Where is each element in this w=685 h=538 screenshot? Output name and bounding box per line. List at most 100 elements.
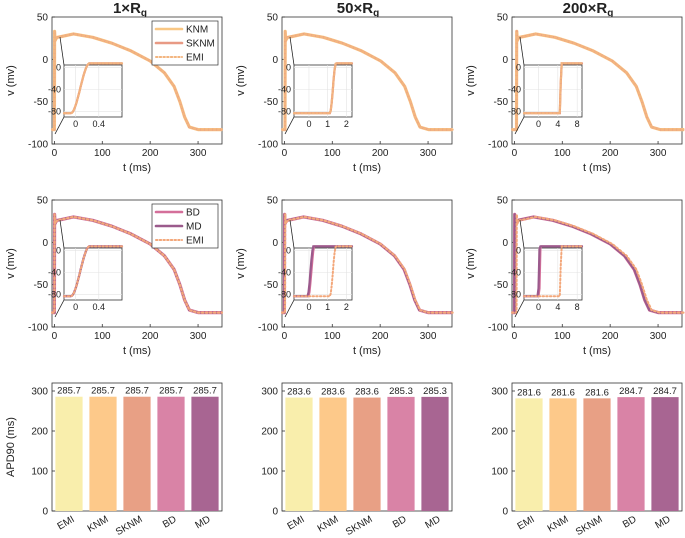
bar-bd xyxy=(617,397,645,511)
y-tick-label: 50 xyxy=(37,196,49,207)
x-category-label: BD xyxy=(161,514,179,530)
x-tick-label: 0 xyxy=(512,331,518,342)
bar-value-label: 281.6 xyxy=(585,387,609,398)
inset-connector xyxy=(59,36,65,66)
inset-area xyxy=(523,247,583,301)
inset-x-tick-label: 0 xyxy=(306,119,311,129)
bar-value-label: 283.6 xyxy=(355,387,379,398)
x-tick-label: 300 xyxy=(190,148,207,159)
x-axis-label: t (ms) xyxy=(123,162,151,174)
y-tick-label: -50 xyxy=(264,280,279,291)
inset-trace-emi xyxy=(63,62,123,115)
x-axis-label: t (ms) xyxy=(123,345,151,357)
x-axis-label: t (ms) xyxy=(353,345,381,357)
x-tick-label: 200 xyxy=(602,148,619,159)
y-tick-label: -100 xyxy=(258,140,278,151)
inset-connector xyxy=(54,299,65,318)
x-tick-label: 200 xyxy=(142,331,159,342)
y-tick-label: 50 xyxy=(497,196,509,207)
inset-x-tick-label: 0.4 xyxy=(93,119,106,129)
y-axis-label: v (mv) xyxy=(235,248,247,279)
x-category-label: KNM xyxy=(86,514,111,535)
x-tick-label: 0 xyxy=(52,331,58,342)
bar-value-label: 284.7 xyxy=(619,386,643,397)
inset-area xyxy=(63,247,123,301)
inset-y-tick-label: 0 xyxy=(516,246,521,256)
y-tick-label: 200 xyxy=(261,427,278,438)
bar-value-label: 283.6 xyxy=(321,387,345,398)
inset-connector xyxy=(519,219,525,249)
inset-connector xyxy=(54,116,65,135)
inset-x-tick-label: 8 xyxy=(575,302,580,312)
y-tick-label: 300 xyxy=(31,387,48,398)
bar-value-label: 285.7 xyxy=(159,386,183,397)
line-panel-row2-col1: -100 -50 0 50 0 100 200 300 t (ms) v (mv) 0 0.4 -80 -… xyxy=(5,196,224,357)
inset-x-tick-label: 0 xyxy=(306,302,311,312)
bar-value-label: 285.7 xyxy=(193,386,217,397)
inset-y-tick-label: -80 xyxy=(508,107,521,117)
bar-panel-row3-col1: 0 100 200 300 APD90 (ms) 285.7 EMI 285.7 KNM 285.… xyxy=(5,382,223,538)
inset-connector xyxy=(59,219,65,249)
inset-x-tick-label: 0 xyxy=(536,302,541,312)
inset-connector xyxy=(519,36,525,66)
x-tick-label: 300 xyxy=(650,331,667,342)
inset-x-tick-label: 2 xyxy=(344,119,349,129)
line-panel-row2-col2: -100 -50 0 50 0 100 200 300 t (ms) v (mv) 0 1 2 -80 -4… xyxy=(235,196,454,357)
inset-x-tick-label: 0 xyxy=(73,302,78,312)
y-tick-label: -100 xyxy=(28,323,48,334)
inset-x-tick-label: 1 xyxy=(325,119,330,129)
y-tick-label: -100 xyxy=(28,140,48,151)
x-tick-label: 200 xyxy=(142,148,159,159)
bar-bd xyxy=(157,396,185,511)
bar-panel-row3-col2: 0 100 200 300 283.6 EMI 283.6 KNM 283.6 SKNM 285.3… xyxy=(261,382,453,538)
bar-emi xyxy=(285,397,313,511)
inset-x-tick-label: 4 xyxy=(555,302,560,312)
inset-area xyxy=(523,64,583,118)
column-title-1: 1×Rg xyxy=(113,0,147,19)
bar-value-label: 284.7 xyxy=(653,386,677,397)
y-tick-label: 0 xyxy=(272,238,278,249)
trace-emi xyxy=(280,213,454,314)
inset-trace-emi xyxy=(523,62,583,115)
y-tick-label: 100 xyxy=(491,467,508,478)
legend-label-bd: BD xyxy=(186,208,200,219)
y-tick-label: 0 xyxy=(502,55,508,66)
inset-y-tick-label: -40 xyxy=(278,85,291,95)
x-category-label: KNM xyxy=(546,514,571,535)
y-tick-label: -50 xyxy=(264,97,279,108)
x-tick-label: 0 xyxy=(52,148,58,159)
line-panel-row1-col2: -100 -50 0 50 0 100 200 300 t (ms) v (mv) 0 1 2 -80 -4… xyxy=(235,13,454,174)
inset-connector xyxy=(284,116,295,135)
x-category-label: BD xyxy=(621,514,639,530)
x-category-label: EMI xyxy=(56,514,77,532)
trace-emi xyxy=(510,30,685,131)
bar-sknm xyxy=(123,396,151,511)
bar-knm xyxy=(549,398,577,511)
bar-value-label: 281.6 xyxy=(517,387,541,398)
bar-panel-row3-col3: 0 100 200 300 281.6 EMI 281.6 KNM 281.6 SKNM 284.7… xyxy=(491,382,683,538)
inset-x-tick-label: 0.4 xyxy=(93,302,106,312)
line-panel-row1-col3: -100 -50 0 50 0 100 200 300 t (ms) v (mv) 0 4 8 -80 -4… xyxy=(465,13,685,174)
y-tick-label: -50 xyxy=(494,280,509,291)
x-tick-label: 300 xyxy=(420,331,437,342)
y-tick-label: 0 xyxy=(42,238,48,249)
x-tick-label: 100 xyxy=(554,331,571,342)
inset-trace-emi xyxy=(523,245,583,298)
bar-value-label: 285.7 xyxy=(91,386,115,397)
x-axis-label: t (ms) xyxy=(583,345,611,357)
trace-emi xyxy=(50,213,224,314)
inset-connector xyxy=(514,299,525,318)
x-axis-label: t (ms) xyxy=(583,162,611,174)
x-tick-label: 200 xyxy=(602,331,619,342)
line-panel-row1-col1: -100 -50 0 50 0 100 200 300 t (ms) v (mv) 0 0.4 -80 -… xyxy=(5,13,224,174)
x-tick-label: 200 xyxy=(372,331,389,342)
x-tick-label: 0 xyxy=(282,148,288,159)
bar-md xyxy=(651,397,679,511)
x-category-label: SKNM xyxy=(574,514,605,538)
x-tick-label: 200 xyxy=(372,148,389,159)
y-tick-label: -100 xyxy=(258,323,278,334)
trace-emi xyxy=(280,30,454,131)
inset-y-tick-label: 0 xyxy=(286,63,291,73)
trace-emi xyxy=(510,213,685,314)
